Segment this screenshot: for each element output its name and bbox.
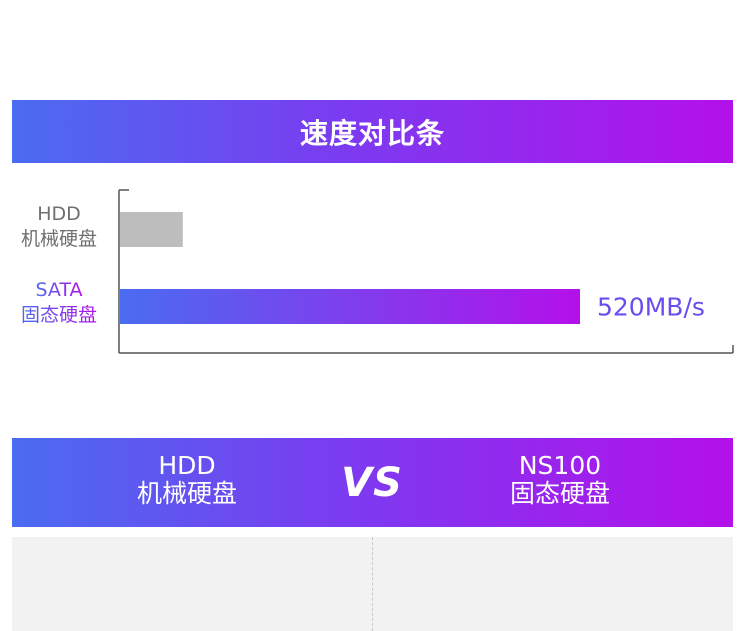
speed-bar-chart-svg: 520MB/s	[118, 189, 734, 354]
comparison-banner: HDD 机械硬盘 VS NS100 固态硬盘	[12, 438, 733, 527]
comparison-left-line1: HDD	[158, 451, 216, 480]
category-label-hdd-line2: 机械硬盘	[20, 228, 97, 250]
category-label-hdd: HDD 机械硬盘	[4, 202, 114, 252]
comparison-left: HDD 机械硬盘	[67, 452, 307, 508]
data-label-sata: 520MB/s	[597, 293, 705, 322]
vs-label: VS	[341, 460, 403, 506]
comparison-divider	[372, 537, 373, 631]
comparison-right: NS100 固态硬盘	[440, 452, 680, 508]
speed-bar-chart: 520MB/s HDD 机械硬盘 SATA 固态硬盘	[0, 180, 745, 370]
comparison-panel	[12, 537, 733, 631]
comparison-left-line2: 机械硬盘	[136, 479, 237, 508]
category-label-sata: SATA 固态硬盘	[4, 278, 114, 328]
category-label-sata-line2: 固态硬盘	[20, 304, 97, 326]
speed-comparison-title: 速度对比条	[299, 116, 445, 150]
category-label-hdd-line1: HDD	[37, 203, 81, 225]
comparison-right-line1: NS100	[518, 451, 602, 480]
bar-sata	[120, 289, 580, 324]
comparison-right-line2: 固态硬盘	[509, 479, 610, 508]
bar-hdd	[120, 212, 183, 247]
speed-comparison-banner: 速度对比条	[12, 100, 733, 163]
category-label-sata-line1: SATA	[35, 279, 83, 301]
